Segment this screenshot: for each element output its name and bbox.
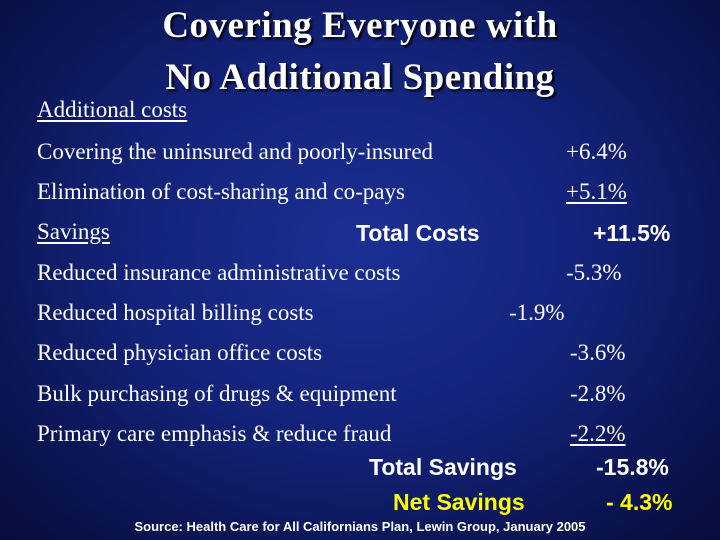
total-costs-label: Total Costs xyxy=(356,220,480,246)
cost-item-label: Elimination of cost-sharing and co-pays xyxy=(37,179,405,204)
savings-item-label: Primary care emphasis & reduce fraud xyxy=(37,421,392,446)
slide-title-line-1: Covering Everyone with xyxy=(162,5,558,46)
savings-item-label: Reduced insurance administrative costs xyxy=(37,260,401,285)
savings-item-value: -1.9% xyxy=(509,300,565,325)
savings-item-value: -2.2% xyxy=(570,421,626,446)
net-savings-value: - 4.3% xyxy=(606,489,673,515)
source-citation: Source: Health Care for All Californians… xyxy=(134,519,586,534)
net-savings-label: Net Savings xyxy=(393,489,525,515)
slide-title-line-2: No Additional Spending xyxy=(165,57,555,98)
cost-item-label: Covering the uninsured and poorly-insure… xyxy=(37,139,434,164)
savings-item-value: -3.6% xyxy=(570,340,626,365)
savings-heading: Savings xyxy=(37,219,110,244)
total-savings-label: Total Savings xyxy=(369,454,517,480)
savings-item-value: -2.8% xyxy=(570,381,626,406)
savings-item-value: -5.3% xyxy=(566,260,622,285)
total-costs-value: +11.5% xyxy=(593,220,671,246)
cost-item-value: +5.1% xyxy=(566,179,627,204)
savings-item-label: Reduced physician office costs xyxy=(37,340,323,365)
savings-item-label: Reduced hospital billing costs xyxy=(37,300,314,325)
savings-item-label: Bulk purchasing of drugs & equipment xyxy=(37,381,397,406)
total-savings-value: -15.8% xyxy=(596,454,669,480)
additional-costs-heading: Additional costs xyxy=(37,97,188,122)
cost-item-value: +6.4% xyxy=(566,139,627,164)
